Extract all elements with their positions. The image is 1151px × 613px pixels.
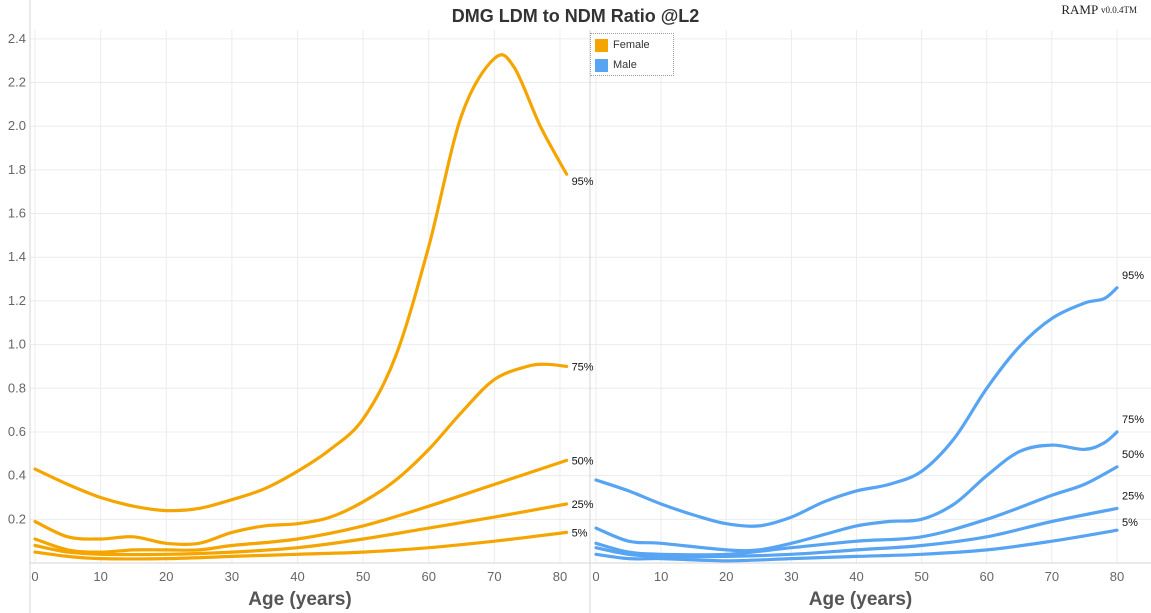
x-tick-label: 30 — [784, 569, 798, 584]
series-line-male-5pct[interactable] — [594, 528, 1119, 563]
series-end-label: 75% — [572, 361, 594, 373]
x-tick-label: 10 — [654, 569, 668, 584]
version-mark: RAMP v0.0.4TM — [1061, 2, 1137, 18]
series-line-female-50pct[interactable] — [33, 458, 569, 554]
y-tick-label: 0.4 — [8, 468, 26, 483]
x-tick-label: 70 — [487, 569, 501, 584]
y-tick-label: 0.8 — [8, 380, 26, 395]
x-axis-label: Age (years) — [248, 589, 352, 610]
y-tick-label: 1.0 — [8, 337, 26, 352]
x-tick-label: 40 — [849, 569, 863, 584]
series-end-label: 25% — [1122, 490, 1144, 502]
series-end-label: 5% — [572, 527, 588, 539]
x-tick-label: 10 — [93, 569, 107, 584]
y-tick-label: 2.2 — [8, 75, 26, 90]
x-axis-label: Age (years) — [809, 589, 913, 610]
y-tick-label: 0.6 — [8, 424, 26, 439]
version-number: v0.0.4 — [1101, 5, 1124, 15]
legend-label-female: Female — [613, 39, 650, 51]
x-tick-label: 60 — [980, 569, 994, 584]
x-tick-label: 80 — [1110, 569, 1124, 584]
grid-layer — [29, 0, 1151, 613]
x-tick-label: 60 — [422, 569, 436, 584]
y-tick-label: 1.2 — [8, 293, 26, 308]
x-tick-label: 50 — [356, 569, 370, 584]
legend-label-male: Male — [613, 59, 637, 71]
x-tick-label: 70 — [1045, 569, 1059, 584]
series-line-female-5pct[interactable] — [33, 530, 569, 561]
x-tick-label: 80 — [553, 569, 567, 584]
series-line-male-75pct[interactable] — [594, 430, 1119, 553]
series-end-label: 75% — [1122, 414, 1144, 426]
y-tick-label: 1.6 — [8, 206, 26, 221]
series-end-label: 50% — [1122, 449, 1144, 461]
legend-item-female[interactable]: Female — [595, 38, 650, 52]
legend: Female Male — [590, 33, 674, 76]
series-line-male-95pct[interactable] — [594, 286, 1119, 528]
legend-swatch-female — [595, 38, 608, 52]
y-tick-label: 1.8 — [8, 162, 26, 177]
x-tick-label: 50 — [914, 569, 928, 584]
legend-swatch-male — [595, 58, 608, 72]
label-layer: 0 10 20 30 40 50 60 70 80 Age (years) 95% 75% 50% 25%… — [8, 31, 1144, 610]
series-end-label: 95% — [572, 176, 594, 188]
series-line-female-25pct[interactable] — [33, 502, 569, 557]
y-tick-label: 2.4 — [8, 31, 26, 46]
series-line-male-50pct[interactable] — [594, 465, 1119, 557]
series-end-label: 25% — [572, 499, 594, 511]
chart-title: DMG LDM to NDM Ratio @L2 — [451, 6, 700, 26]
x-tick-label: 20 — [159, 569, 173, 584]
x-tick-label: 0 — [31, 569, 38, 584]
y-tick-label: 1.4 — [8, 249, 26, 264]
x-tick-label: 40 — [290, 569, 304, 584]
series-layer — [33, 53, 1119, 563]
series-line-male-25pct[interactable] — [594, 506, 1119, 559]
y-tick-label: 2.0 — [8, 118, 26, 133]
series-end-label: 95% — [1122, 270, 1144, 282]
series-line-female-75pct[interactable] — [33, 362, 569, 547]
x-tick-label: 30 — [225, 569, 239, 584]
series-line-female-95pct[interactable] — [33, 53, 569, 513]
x-tick-label: 0 — [592, 569, 599, 584]
x-tick-label: 20 — [719, 569, 733, 584]
series-end-label: 50% — [572, 455, 594, 467]
y-tick-label: 0.2 — [8, 511, 26, 526]
version-trademark: TM — [1123, 5, 1138, 15]
legend-item-male[interactable]: Male — [595, 58, 637, 72]
series-end-label: 5% — [1122, 517, 1138, 529]
version-name: RAMP — [1061, 2, 1098, 17]
